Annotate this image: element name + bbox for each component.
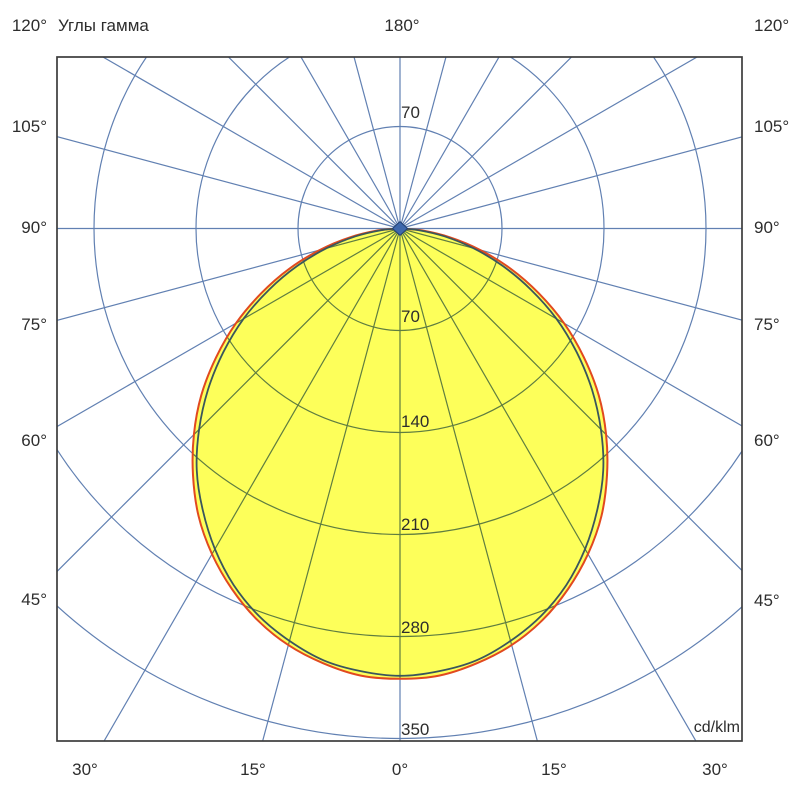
grid-radial-285 xyxy=(57,227,401,322)
angle-label-right-90: 90° xyxy=(754,218,780,237)
angle-label-bottom-0: 0° xyxy=(391,760,409,779)
grid-radial-255 xyxy=(57,135,401,230)
grid-radial-30 xyxy=(399,228,608,679)
grid-radial-150 xyxy=(399,57,500,229)
radial-tick-280: 280 xyxy=(401,618,430,637)
chart-title: Углы гамма xyxy=(58,16,149,35)
grid-radial-315 xyxy=(192,228,401,679)
angle-label-top-right-120: 120° xyxy=(754,16,790,35)
angle-label-left-90: 90° xyxy=(21,218,47,237)
radial-tick-70-upper: 70 xyxy=(401,103,420,122)
plot-frame xyxy=(56,56,743,742)
angle-label-left-75: 75° xyxy=(21,315,47,334)
grid-radial-225 xyxy=(227,57,401,229)
angle-label-right-45: 45° xyxy=(754,591,780,610)
grid-radial-330 xyxy=(192,228,401,679)
pole-marker-icon xyxy=(391,220,409,237)
grid-radial-75 xyxy=(399,227,742,321)
angle-label-right-75: 75° xyxy=(754,315,780,334)
units-label: cd/klm xyxy=(693,719,740,736)
grid-radial-120 xyxy=(399,57,699,230)
grid-radial-15 xyxy=(399,228,582,679)
grid-radial-195 xyxy=(353,57,401,229)
angle-label-left-45: 45° xyxy=(21,590,47,609)
angle-label-top-180: 180° xyxy=(384,16,420,35)
angle-label-bottom-right-15: 15° xyxy=(541,760,567,779)
angle-label-top-left-120: 120° xyxy=(11,16,47,35)
grid-radial-300 xyxy=(192,228,401,580)
radial-tick-140: 140 xyxy=(401,412,430,431)
curve-c0-c180 xyxy=(191,227,609,680)
grid-radial-45 xyxy=(399,228,608,679)
radial-tick-70: 70 xyxy=(401,307,420,326)
grid-radial-240 xyxy=(101,57,401,230)
grid-radial-345 xyxy=(218,228,401,679)
grid-radial-135 xyxy=(399,57,573,229)
grid-radial-165 xyxy=(399,57,447,229)
radial-tick-350: 350 xyxy=(401,720,430,739)
angle-label-left-105: 105° xyxy=(11,117,47,136)
grid-radial-210 xyxy=(300,57,401,229)
angle-label-bottom-left-15: 15° xyxy=(240,760,266,779)
grid-radial-60 xyxy=(399,228,608,580)
angle-label-left-60: 60° xyxy=(21,431,47,450)
angle-label-bottom-left-30: 30° xyxy=(72,760,98,779)
grid-radial-150 xyxy=(399,228,608,229)
angle-label-right-105: 105° xyxy=(754,117,790,136)
radial-tick-210: 210 xyxy=(401,515,430,534)
curve-c90-c270 xyxy=(195,227,605,677)
angle-label-bottom-right-30: 30° xyxy=(702,760,728,779)
angle-label-right-60: 60° xyxy=(754,431,780,450)
grid-radial-105 xyxy=(399,136,742,230)
